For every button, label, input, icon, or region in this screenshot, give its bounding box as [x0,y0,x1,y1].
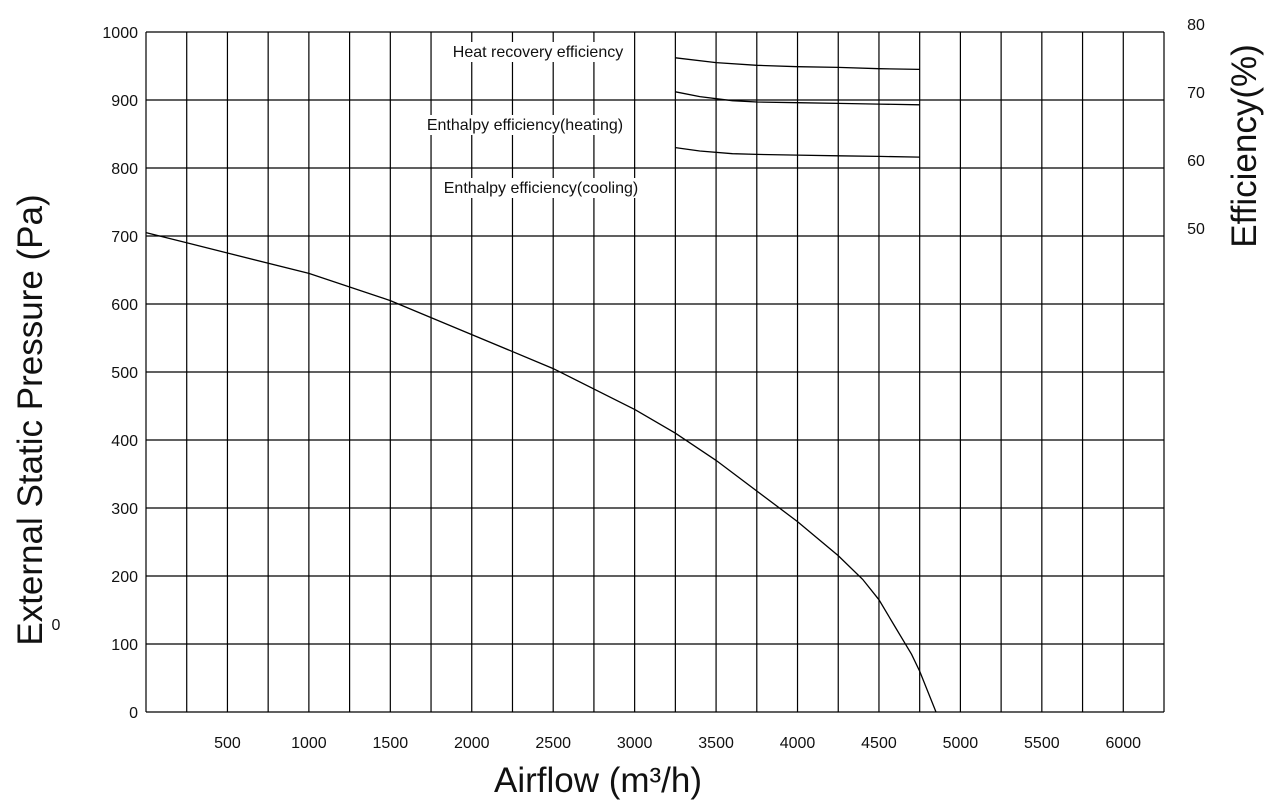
y2-tick-label: 60 [1187,153,1205,170]
x-tick-label: 6000 [1105,735,1141,752]
y-tick-label: 100 [111,637,138,654]
curve-enthalpy-efficiency-cooling [675,146,920,158]
x-axis-ticks: 500 1000 1500 2000 2500 3000 3500 4000 4500 5000 5… [214,735,1141,752]
series-label: Enthalpy efficiency(heating) [427,117,623,134]
y-tick-label: 0 [129,705,138,722]
x-tick-label: 5000 [943,735,979,752]
y2-axis-title: Efficiency(%) [1225,44,1264,248]
y-axis-ticks: 0 100 200 300 400 500 600 700 800 900 1000 [102,25,138,722]
x-tick-label: 1500 [373,735,409,752]
y2-axis-ticks: 80 70 60 50 [1187,17,1205,238]
series-labels: Heat recovery efficiency Enthalpy efficie… [424,42,641,198]
y-tick-label: 200 [111,569,138,586]
x-axis-title: Airflow (m³/h) [494,761,702,800]
chart-grid [145,31,1165,713]
series-label-bg [450,42,626,62]
x-tick-label: 4500 [861,735,897,752]
y-tick-label: 800 [111,161,138,178]
curve-enthalpy-efficiency-heating [675,91,920,106]
series-label-bg [441,178,641,198]
y2-tick-label: 80 [1187,17,1205,34]
y2-tick-label: 50 [1187,221,1205,238]
y-tick-label: 500 [111,365,138,382]
x-tick-label: 500 [214,735,241,752]
y-tick-label: 700 [111,229,138,246]
y-tick-label: 900 [111,93,138,110]
y-axis-title: External Static Pressure (Pa) [11,194,50,645]
series-label: Enthalpy efficiency(cooling) [444,180,638,197]
y2-tick-label: 70 [1187,85,1205,102]
curve-heat-recovery-efficiency [675,57,920,71]
series-label-bg [424,115,626,135]
y-tick-label: 600 [111,297,138,314]
y-tick-label: 400 [111,433,138,450]
x-tick-label: 2500 [535,735,571,752]
x-tick-label: 5500 [1024,735,1060,752]
y-tick-label: 300 [111,501,138,518]
stray-zero-label: 0 [52,617,61,634]
x-tick-label: 3500 [698,735,734,752]
series-label: Heat recovery efficiency [453,44,623,61]
x-tick-label: 2000 [454,735,490,752]
x-tick-label: 4000 [780,735,816,752]
y-tick-label: 1000 [102,25,138,42]
x-tick-label: 3000 [617,735,653,752]
x-tick-label: 1000 [291,735,327,752]
pressure-curve [145,231,937,713]
chart-curves [145,57,937,713]
